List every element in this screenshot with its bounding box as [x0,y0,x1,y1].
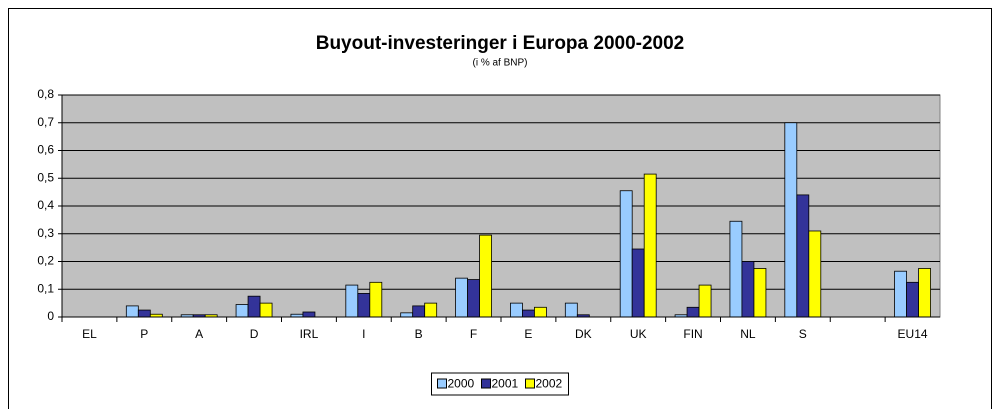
bar [259,302,273,318]
y-tick-label: 0,7 [37,115,54,129]
x-tick-label: D [250,327,259,341]
bar [753,268,767,318]
bar [357,293,371,318]
x-tick-label: IRL [300,327,319,341]
chart-subtitle: (i % af BNP) [472,58,527,69]
bar [906,281,919,318]
x-tick-label: P [140,327,148,341]
bar [455,277,468,318]
x-tick-label: B [415,327,423,341]
y-tick-label: 0 [47,309,54,323]
bar [302,311,316,318]
bar [631,248,645,318]
legend-swatch [525,378,535,389]
bar [796,194,810,318]
legend-label: 2000 [448,377,475,391]
legend-label: 2001 [492,377,519,391]
bar [741,261,755,318]
y-tick-label: 0,8 [37,87,54,101]
x-tick-label: A [195,327,203,341]
bar [510,302,523,318]
bar [686,306,700,318]
bar [784,122,798,318]
bar [235,304,249,318]
x-tick-label: S [799,327,807,341]
bar [247,295,261,318]
bar [400,312,414,318]
x-tick-label: F [470,327,477,341]
bar [534,306,547,318]
y-tick-label: 0,4 [37,198,54,212]
y-tick-label: 0,2 [37,254,54,268]
x-tick-label: DK [575,327,592,341]
bar [894,270,907,318]
x-tick-label: NL [740,327,756,341]
x-tick-label: EL [82,327,97,341]
x-tick-label: EU14 [898,327,928,341]
legend-swatch [437,378,447,389]
bar [918,268,931,318]
bar [808,230,822,318]
bar [479,234,492,318]
y-tick-label: 0,5 [37,170,54,184]
x-tick-label: E [524,327,532,341]
legend-swatch [481,378,491,389]
chart-title: Buyout-investeringer i Europa 2000-2002 [316,33,685,54]
y-tick-label: 0,1 [37,281,54,295]
bar [137,309,151,318]
x-tick-label: UK [630,327,647,341]
x-tick-label: FIN [683,327,702,341]
bar [424,302,438,318]
bar [369,281,383,318]
bar [412,305,426,318]
bar [467,279,480,318]
bar [522,309,535,318]
bar [643,173,657,318]
bar [729,220,743,318]
bar [619,190,633,318]
y-tick-label: 0,6 [37,143,54,157]
legend-label: 2002 [536,377,563,391]
bar [345,284,359,318]
x-tick-label: I [362,327,365,341]
bar [564,302,578,318]
y-tick-label: 0,3 [37,226,54,240]
bar [698,284,712,318]
bar [125,305,139,318]
